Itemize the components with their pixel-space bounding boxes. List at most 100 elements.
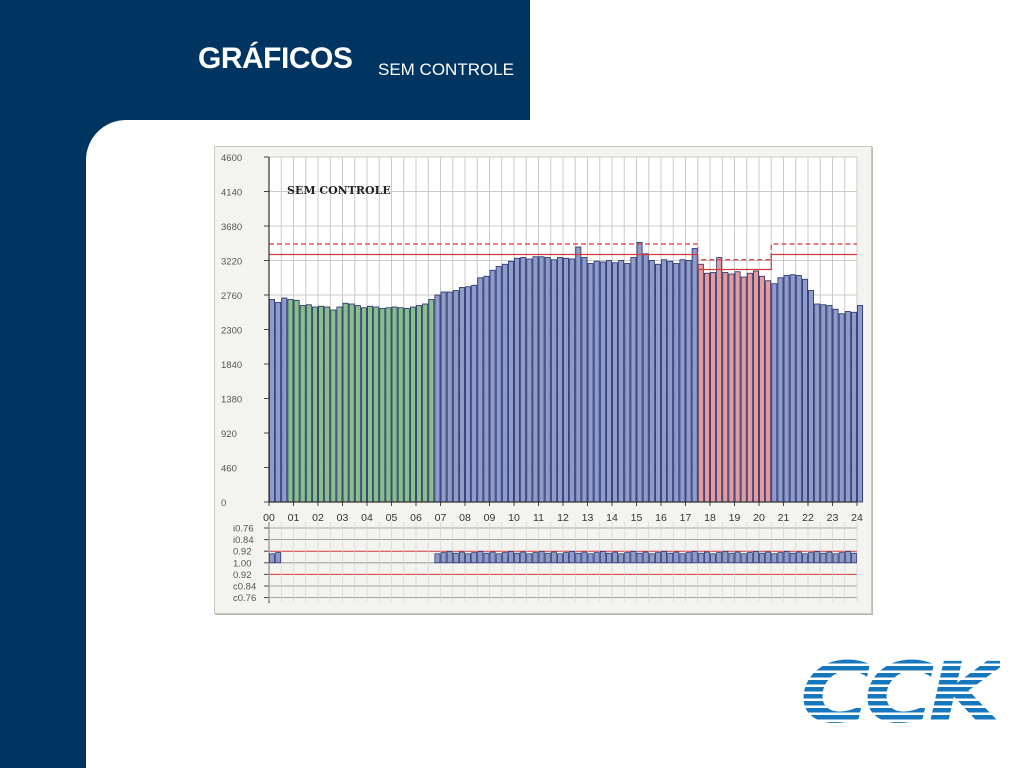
- bar: [630, 257, 637, 503]
- bar: [648, 260, 655, 503]
- bar: [422, 303, 429, 503]
- logo-stripe: [800, 680, 1000, 685]
- pf-bar: [606, 552, 612, 564]
- bar: [740, 276, 747, 503]
- limit-line-solid: [269, 253, 857, 271]
- pf-bar: [740, 553, 747, 564]
- logo-stripe: [800, 694, 1000, 699]
- bar: [759, 275, 766, 503]
- bar: [563, 257, 570, 503]
- bar: [324, 306, 331, 503]
- chart-frame: 0 460 920 1380 1840 2300 2760 3220 3680 4140 4600 …: [214, 146, 872, 614]
- bar: [636, 242, 643, 503]
- bar: [789, 274, 796, 503]
- bar: [654, 263, 661, 503]
- x-tick-label: 24: [851, 512, 863, 524]
- bar: [318, 305, 325, 503]
- y-tick-label: 920: [221, 429, 237, 440]
- header-band: [0, 0, 530, 120]
- y-tick-labels: 0 460 920 1380 1840 2300 2760 3220 3680 4140 4600: [221, 153, 242, 509]
- pf-bar: [550, 551, 557, 564]
- bar: [826, 305, 833, 503]
- bar: [403, 308, 410, 503]
- pf-bar: [753, 551, 759, 564]
- logo-stripe: [800, 722, 1000, 727]
- bar: [820, 304, 827, 503]
- bar: [857, 305, 864, 503]
- x-tick-label: 17: [680, 512, 692, 524]
- y-tick-label: 1380: [221, 395, 242, 406]
- bar: [495, 266, 502, 503]
- pf-bar: [746, 552, 753, 564]
- pf-bar: [532, 552, 539, 564]
- pf-bar: [587, 553, 594, 564]
- bar: [832, 308, 839, 503]
- bar: [765, 280, 772, 503]
- pf-bar: [477, 551, 484, 564]
- bar: [281, 297, 288, 503]
- bar: [581, 257, 588, 503]
- pf-bar: [624, 552, 631, 564]
- bar: [814, 303, 821, 503]
- x-tick-label: 15: [631, 512, 643, 524]
- bar: [526, 258, 533, 503]
- bar: [348, 303, 355, 503]
- bar: [618, 260, 625, 503]
- bar: [801, 278, 808, 503]
- chart-title: SEM CONTROLE: [287, 184, 391, 197]
- pf-bar: [612, 551, 618, 564]
- pf-bar: [569, 551, 576, 564]
- bar: [336, 306, 343, 503]
- pf-bar: [495, 553, 502, 564]
- bar: [305, 304, 312, 503]
- pf-bar: [661, 551, 667, 564]
- pf-bar: [673, 551, 680, 564]
- bar: [446, 291, 453, 503]
- y-tick-label: 1840: [221, 360, 242, 371]
- logo-stripe: [800, 701, 1000, 706]
- y-tick-label: 4140: [221, 188, 242, 199]
- pf-bar: [630, 551, 637, 564]
- pf-bar: [691, 551, 698, 564]
- x-tick-label: 11: [533, 512, 544, 524]
- x-tick-label: 19: [729, 512, 741, 524]
- pf-bar: [838, 552, 845, 564]
- x-tick-label: 16: [655, 512, 667, 524]
- bar: [275, 302, 282, 503]
- pf-bar: [446, 551, 453, 564]
- bar: [287, 299, 294, 503]
- bar: [838, 313, 845, 503]
- bar: [556, 257, 563, 503]
- pf-bar: [759, 552, 765, 564]
- bar: [354, 305, 361, 503]
- pf-bar: [483, 552, 490, 564]
- logo-stripe: [800, 666, 1000, 671]
- pf-bar: [716, 552, 723, 564]
- bar: [722, 272, 729, 503]
- bar: [685, 260, 692, 503]
- pf-bar: [593, 552, 600, 564]
- bar: [367, 305, 374, 503]
- bar: [465, 286, 472, 503]
- logo-stripe: [800, 687, 1000, 692]
- bar: [661, 259, 668, 503]
- bar: [514, 257, 521, 503]
- logo-stripe: [800, 652, 1000, 657]
- bar: [673, 263, 680, 503]
- bar: [434, 294, 441, 503]
- pf-bar: [697, 552, 704, 564]
- bar: [299, 305, 306, 503]
- pf-bar: [820, 552, 827, 564]
- chart-axes: [264, 156, 858, 603]
- bar: [458, 287, 465, 503]
- pf-bar: [722, 551, 729, 564]
- x-tick-label: 23: [827, 512, 839, 524]
- bar: [691, 248, 698, 503]
- pf-bar: [844, 551, 851, 564]
- cck-logo: CCK: [800, 652, 1000, 732]
- x-tick-label: 03: [337, 512, 349, 524]
- bar: [452, 290, 459, 503]
- bar: [544, 257, 551, 503]
- bar: [752, 270, 759, 503]
